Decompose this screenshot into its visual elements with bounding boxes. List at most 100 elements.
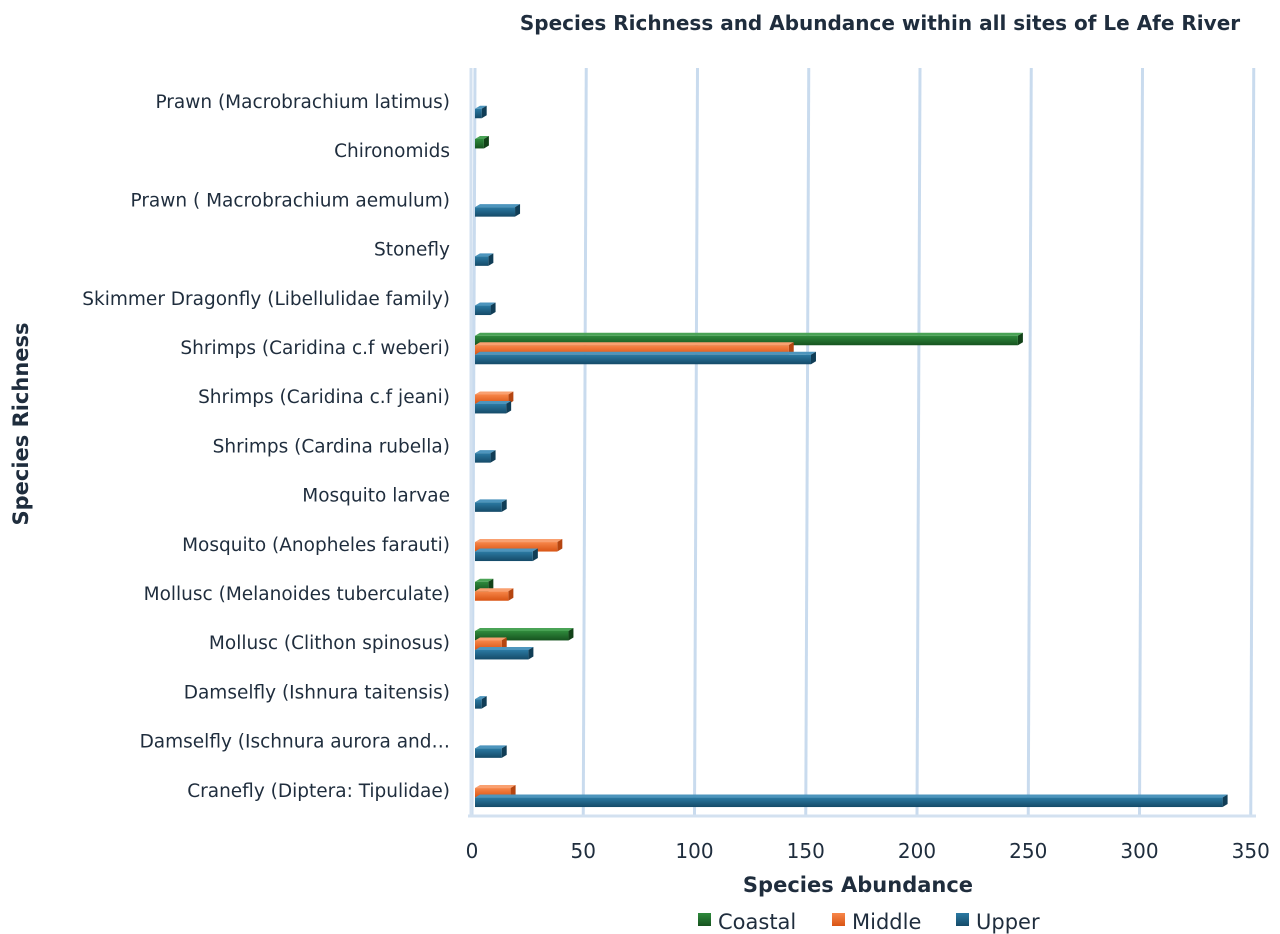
- x-tick-label-100: 100: [675, 839, 713, 863]
- bar-upper-shrimps-caridina-c-f-jeani-side: [506, 400, 512, 414]
- category-label-15: Cranefly (Diptera: Tipulidae): [187, 781, 450, 802]
- category-label-4: Stonefly: [374, 240, 450, 261]
- bar-middle-mosquito-anopheles-farauti-face: [475, 542, 558, 552]
- legend-swatch-upper: [956, 913, 969, 926]
- bar-upper-skimmer-dragonfly-libellulidae-family-side: [490, 302, 496, 316]
- gridline-50: [581, 67, 588, 817]
- legend: Coastal Middle Upper: [698, 910, 1040, 934]
- bar-upper-shrimps-cardina-rubella: [475, 450, 496, 463]
- bar-upper-skimmer-dragonfly-libellulidae-family: [475, 302, 496, 316]
- bar-upper-mosquito-anopheles-farauti-face: [475, 551, 533, 562]
- bar-middle-mollusc-clithon-spinosus-top: [475, 637, 507, 641]
- category-label-7: Shrimps (Caridina c.f jeani): [198, 387, 450, 408]
- bar-middle-shrimps-caridina-c-f-weberi-face: [475, 345, 789, 355]
- bar-middle-cranefly-diptera-tipulidae-face: [475, 788, 511, 798]
- bar-upper-prawn-macrobrachium-latimus: [475, 105, 487, 119]
- x-tick-label-350: 350: [1232, 839, 1270, 863]
- bar-upper-mollusc-clithon-spinosus-face: [475, 649, 529, 660]
- bar-coastal-shrimps-caridina-c-f-weberi-side: [1017, 332, 1023, 346]
- bar-upper-damselfly-ischnura-aurora-and-face: [475, 748, 502, 758]
- bar-middle-mosquito-anopheles-farauti-top: [475, 539, 563, 543]
- bar-coastal-mollusc-clithon-spinosus-top: [475, 627, 574, 631]
- bar-middle-mosquito-anopheles-farauti-side: [557, 539, 563, 552]
- bar-upper-mosquito-larvae-side: [501, 499, 507, 512]
- category-label-2: Chironomids: [334, 141, 450, 162]
- bar-upper-prawn-macrobrachium-aemulum-face: [475, 207, 516, 217]
- bar-coastal-shrimps-caridina-c-f-weberi-face: [475, 335, 1018, 346]
- bar-middle-shrimps-caridina-c-f-weberi-side: [788, 342, 794, 355]
- x-tick-label-250: 250: [1009, 839, 1047, 863]
- bar-upper-mosquito-larvae-face: [475, 502, 502, 512]
- gridline-250: [1026, 67, 1033, 817]
- bar-upper-prawn-macrobrachium-latimus-face: [475, 108, 482, 119]
- category-label-11: Mollusc (Melanoides tuberculate): [144, 584, 450, 605]
- x-tick-label-200: 200: [898, 839, 936, 863]
- x-tick-label-0: 0: [466, 839, 479, 863]
- bar-middle-mollusc-melanoides-tuberculate: [475, 588, 514, 601]
- bar-upper-prawn-macrobrachium-latimus-side: [481, 105, 487, 119]
- bar-upper-skimmer-dragonfly-libellulidae-family-top: [475, 302, 496, 306]
- bar-upper-shrimps-caridina-c-f-weberi: [475, 351, 816, 365]
- bar-upper-damselfly-ishnura-taitensis-face: [475, 699, 482, 709]
- category-label-10: Mosquito (Anopheles farauti): [182, 535, 450, 556]
- bar-coastal-chironomids-top: [475, 135, 489, 139]
- bar-middle-cranefly-diptera-tipulidae-side: [510, 785, 516, 798]
- bar-upper-mosquito-larvae-top: [475, 499, 507, 503]
- bar-upper-mosquito-anopheles-farauti: [475, 548, 538, 562]
- bar-upper-skimmer-dragonfly-libellulidae-family-face: [475, 305, 491, 316]
- chart-floor: [468, 68, 1256, 818]
- bar-coastal-mollusc-clithon-spinosus-side: [568, 627, 574, 641]
- category-label-9: Mosquito larvae: [302, 486, 450, 507]
- x-tick-label-150: 150: [787, 839, 825, 863]
- bar-upper-cranefly-diptera-tipulidae: [475, 794, 1228, 808]
- gridline-150: [804, 67, 811, 817]
- bar-coastal-mollusc-clithon-spinosus-face: [475, 630, 569, 641]
- bar-upper-damselfly-ishnura-taitensis-side: [481, 696, 487, 709]
- gridline-200: [915, 67, 922, 817]
- bars: [475, 105, 1228, 808]
- bar-coastal-chironomids-side: [483, 135, 489, 149]
- bar-upper-stonefly-top: [475, 253, 494, 257]
- bar-upper-mosquito-larvae: [475, 499, 507, 512]
- category-label-3: Prawn ( Macrobrachium aemulum): [130, 190, 450, 211]
- legend-swatch-middle: [832, 913, 845, 926]
- bar-middle-mosquito-anopheles-farauti: [475, 539, 563, 552]
- category-label-1: Prawn (Macrobrachium latimus): [155, 92, 450, 113]
- bar-coastal-mollusc-clithon-spinosus: [475, 627, 574, 641]
- bar-upper-prawn-macrobrachium-latimus-top: [475, 105, 487, 109]
- bar-coastal-shrimps-caridina-c-f-weberi-top: [475, 332, 1023, 336]
- category-labels: Prawn (Macrobrachium latimus) Chironomids…: [82, 92, 450, 802]
- bar-coastal-mollusc-melanoides-tuberculate-face: [475, 581, 489, 592]
- bar-upper-shrimps-caridina-c-f-jeani: [475, 400, 512, 414]
- bar-upper-shrimps-cardina-rubella-top: [475, 450, 496, 454]
- category-label-12: Mollusc (Clithon spinosus): [209, 633, 450, 654]
- bar-upper-damselfly-ischnura-aurora-and-top: [475, 745, 507, 749]
- bar-middle-mollusc-clithon-spinosus-side: [501, 637, 507, 650]
- bar-middle-cranefly-diptera-tipulidae-top: [475, 785, 516, 789]
- bar-upper-mollusc-clithon-spinosus-top: [475, 646, 534, 650]
- category-label-13: Damselfly (Ishnura taitensis): [184, 682, 450, 703]
- bar-upper-cranefly-diptera-tipulidae-top: [475, 794, 1228, 798]
- gridlines: [470, 67, 1256, 817]
- bar-middle-mollusc-melanoides-tuberculate-side: [508, 588, 514, 601]
- bar-upper-prawn-macrobrachium-aemulum-top: [475, 204, 521, 208]
- bar-upper-stonefly-face: [475, 256, 489, 266]
- bar-middle-shrimps-caridina-c-f-jeani-face: [475, 394, 509, 404]
- bar-upper-shrimps-caridina-c-f-jeani-face: [475, 403, 507, 414]
- bar-upper-mollusc-clithon-spinosus: [475, 646, 534, 660]
- bar-middle-shrimps-caridina-c-f-jeani-side: [508, 391, 514, 404]
- y-axis-title: Species Richness: [9, 322, 33, 525]
- bar-coastal-chironomids-face: [475, 138, 484, 149]
- bar-middle-mollusc-clithon-spinosus: [475, 637, 507, 650]
- bar-middle-shrimps-caridina-c-f-weberi: [475, 342, 794, 355]
- bar-middle-shrimps-caridina-c-f-weberi-top: [475, 342, 794, 346]
- category-label-8: Shrimps (Cardina rubella): [213, 436, 450, 457]
- bar-upper-cranefly-diptera-tipulidae-side: [1222, 794, 1228, 808]
- bar-middle-mollusc-melanoides-tuberculate-face: [475, 591, 509, 601]
- bar-coastal-mollusc-melanoides-tuberculate-side: [488, 578, 494, 592]
- bar-upper-prawn-macrobrachium-aemulum-side: [515, 204, 521, 217]
- x-axis-title: Species Abundance: [743, 873, 973, 897]
- bar-upper-cranefly-diptera-tipulidae-face: [475, 797, 1223, 808]
- bar-upper-shrimps-caridina-c-f-weberi-face: [475, 354, 811, 365]
- bar-upper-shrimps-caridina-c-f-weberi-side: [810, 351, 816, 365]
